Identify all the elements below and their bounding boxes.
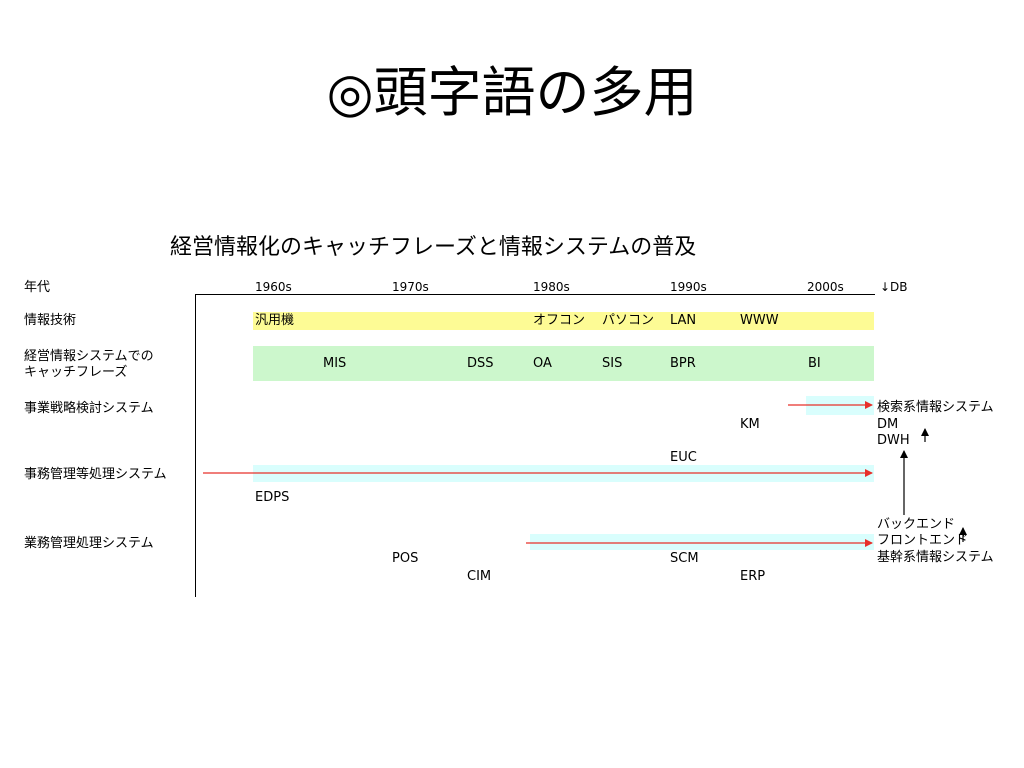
it-term-pc: パソコン — [602, 313, 655, 328]
decade-1970s: 1970s — [392, 280, 429, 294]
it-band — [253, 312, 874, 330]
term-km: KM — [740, 417, 760, 432]
decade-1960s: 1960s — [255, 280, 292, 294]
row-label-business: 業務管理処理システム — [24, 536, 154, 551]
it-term-office-computer: オフコン — [533, 313, 586, 328]
decade-2000s: 2000s — [807, 280, 844, 294]
db-marker: ↓DB — [880, 280, 908, 294]
label-core-info-system: 基幹系情報システム — [877, 550, 994, 565]
catch-term-sis: SIS — [602, 356, 623, 371]
term-pos: POS — [392, 551, 419, 566]
row-label-it: 情報技術 — [24, 313, 77, 328]
decade-1990s: 1990s — [670, 280, 707, 294]
vertical-axis — [195, 294, 196, 597]
term-erp: ERP — [740, 569, 766, 584]
row-label-strategy: 事業戦略検討システム — [24, 401, 154, 416]
catch-band — [253, 346, 874, 381]
catch-term-mis: MIS — [323, 356, 347, 371]
term-euc: EUC — [670, 450, 697, 465]
term-cim: CIM — [467, 569, 492, 584]
catch-term-oa: OA — [533, 356, 552, 371]
term-scm: SCM — [670, 551, 699, 566]
label-dwh: DWH — [877, 433, 910, 448]
diagram-title: 経営情報化のキャッチフレーズと情報システムの普及 — [170, 235, 697, 260]
label-search-info-system: 検索系情報システム — [877, 400, 994, 415]
label-dm: DM — [877, 417, 899, 432]
it-term-lan: LAN — [670, 313, 697, 328]
row-label-catch-2: キャッチフレーズ — [24, 365, 128, 380]
header-rule — [195, 294, 875, 295]
it-term-mainframe: 汎用機 — [255, 313, 295, 328]
catch-term-bpr: BPR — [670, 356, 696, 371]
label-backend: バックエンド — [877, 517, 956, 532]
decade-1980s: 1980s — [533, 280, 570, 294]
slide-title: ◎頭字語の多用 — [326, 61, 698, 124]
term-edps: EDPS — [255, 490, 290, 505]
row-label-office: 事務管理等処理システム — [24, 467, 167, 482]
label-frontend: フロントエンド — [877, 533, 969, 548]
row-label-catch-1: 経営情報システムでの — [24, 349, 154, 364]
catch-term-dss: DSS — [467, 356, 494, 371]
it-term-www: WWW — [740, 313, 779, 328]
catch-term-bi: BI — [808, 356, 821, 371]
era-header-label: 年代 — [24, 280, 51, 295]
business-band — [530, 534, 874, 550]
